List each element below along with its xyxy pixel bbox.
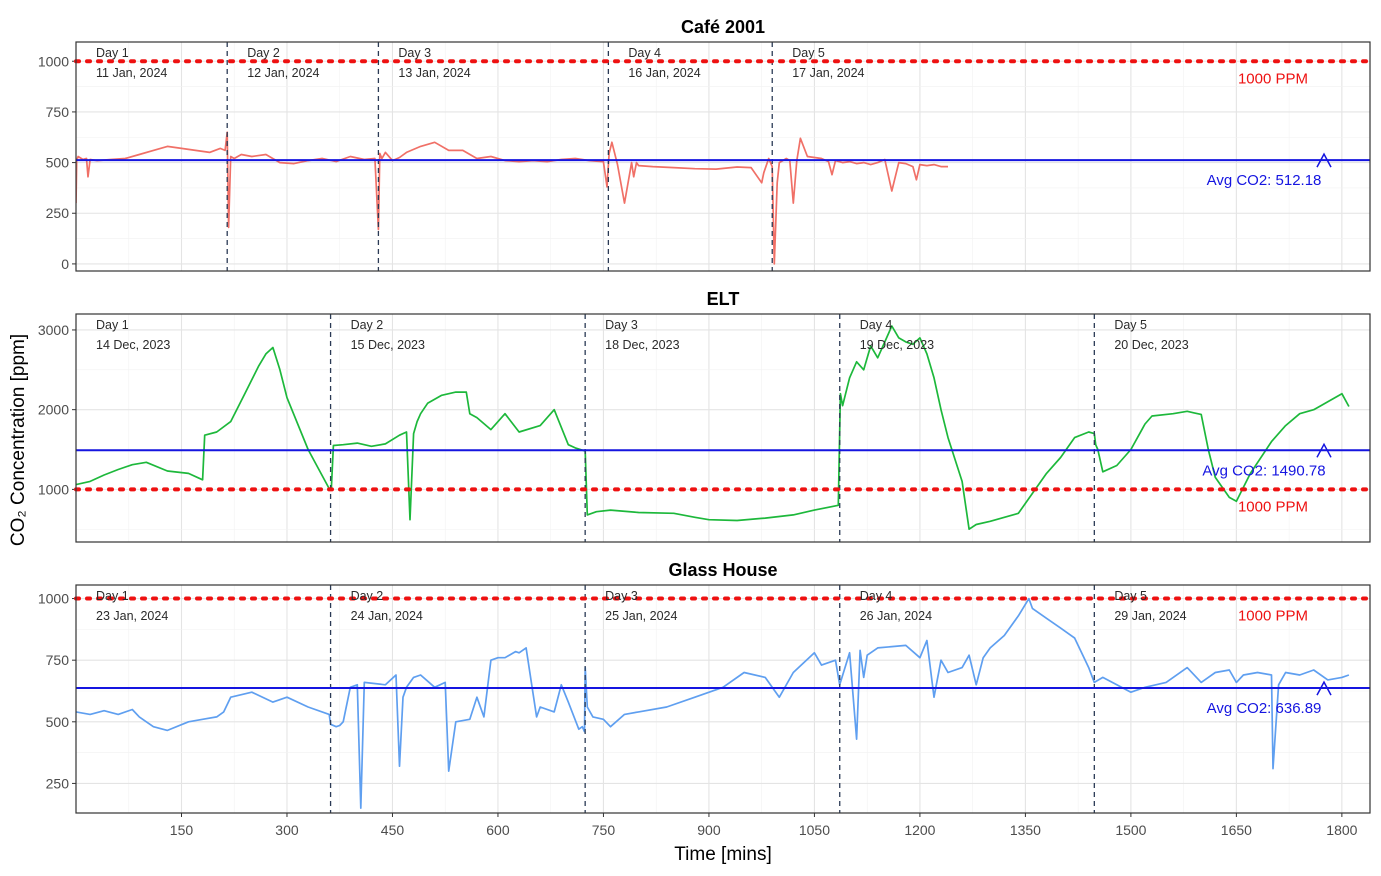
y-axis-label: CO₂ Concentration [ppm] — [8, 334, 29, 546]
day-date-label: 26 Jan, 2024 — [860, 609, 932, 623]
x-tick-label: 900 — [697, 822, 721, 838]
day-label: Day 5 — [1114, 318, 1147, 332]
x-tick-label: 1350 — [1010, 822, 1041, 838]
y-tick-label: 500 — [46, 155, 70, 171]
day-label: Day 5 — [1114, 589, 1147, 603]
y-tick-label: 750 — [46, 104, 70, 120]
x-tick-label: 450 — [381, 822, 405, 838]
y-tick-label: 500 — [46, 714, 70, 730]
x-tick-label: 150 — [170, 822, 194, 838]
day-label: Day 2 — [351, 589, 384, 603]
x-tick-label: 1650 — [1221, 822, 1252, 838]
average-arrow-icon — [1316, 442, 1332, 458]
x-tick-label: 600 — [486, 822, 510, 838]
y-tick-label: 3000 — [38, 322, 69, 338]
panel-border — [75, 584, 1371, 814]
threshold-label: 1000 PPM — [1238, 70, 1308, 87]
day-date-label: 16 Jan, 2024 — [628, 66, 700, 80]
panel-border — [75, 313, 1371, 543]
day-label: Day 3 — [605, 589, 638, 603]
panel-title: Café 2001 — [681, 17, 765, 37]
y-tick-label: 1000 — [38, 591, 69, 607]
day-label: Day 3 — [398, 46, 431, 60]
panel-glass-house: 250 500 750 1000 1000 PPM Avg CO2: 636.89 Day … — [38, 560, 1372, 814]
panel-cafe-2001: 0 250 500 750 1000 1000 PPM Avg CO2: 512.18 Day… — [38, 17, 1372, 272]
day-date-label: 11 Jan, 2024 — [96, 66, 167, 80]
y-tick-label: 1000 — [38, 53, 69, 69]
day-date-label: 13 Jan, 2024 — [398, 66, 470, 80]
day-label: Day 4 — [628, 46, 661, 60]
day-date-label: 29 Jan, 2024 — [1114, 609, 1186, 623]
average-label: Avg CO2: 512.18 — [1207, 172, 1322, 189]
y-tick-label: 0 — [61, 256, 69, 272]
average-label: Avg CO2: 1490.78 — [1202, 462, 1325, 479]
panel-background — [76, 314, 1370, 542]
x-tick-label: 1800 — [1326, 822, 1357, 838]
panel-title: ELT — [707, 289, 740, 309]
day-date-label: 17 Jan, 2024 — [792, 66, 864, 80]
day-label: Day 1 — [96, 589, 129, 603]
day-label: Day 4 — [860, 589, 893, 603]
day-label: Day 5 — [792, 46, 825, 60]
panels: 0 250 500 750 1000 1000 PPM Avg CO2: 512.18 Day… — [38, 17, 1372, 814]
day-label: Day 4 — [860, 318, 893, 332]
x-tick-label: 750 — [592, 822, 616, 838]
day-date-label: 20 Dec, 2023 — [1114, 338, 1188, 352]
day-label: Day 1 — [96, 318, 129, 332]
day-label: Day 1 — [96, 46, 129, 60]
panel-background — [76, 42, 1370, 271]
x-tick-label: 1050 — [799, 822, 830, 838]
y-tick-label: 1000 — [38, 481, 69, 497]
x-tick-label: 1200 — [904, 822, 935, 838]
x-tick-label: 300 — [275, 822, 299, 838]
day-date-label: 14 Dec, 2023 — [96, 338, 170, 352]
average-label: Avg CO2: 636.89 — [1207, 700, 1322, 717]
threshold-label: 1000 PPM — [1238, 608, 1308, 625]
day-date-label: 25 Jan, 2024 — [605, 609, 677, 623]
x-axis-label: Time [mins] — [674, 844, 771, 865]
day-date-label: 23 Jan, 2024 — [96, 609, 168, 623]
average-arrow-icon — [1316, 680, 1332, 696]
y-tick-label: 750 — [46, 652, 70, 668]
x-tick-label: 1500 — [1115, 822, 1146, 838]
day-date-label: 18 Dec, 2023 — [605, 338, 679, 352]
day-label: Day 2 — [351, 318, 384, 332]
y-tick-label: 2000 — [38, 402, 69, 418]
panel-title: Glass House — [668, 560, 777, 580]
gridlines — [76, 42, 1370, 271]
day-label: Day 3 — [605, 318, 638, 332]
x-axis-ticks: 150 300 450 600 750 900 1050 1200 1350 1500 1650 18… — [170, 813, 1358, 838]
panel-elt: 1000 2000 3000 1000 PPM Avg CO2: 1490.78 Day … — [38, 289, 1372, 543]
series-line-glass-house — [76, 597, 1350, 809]
day-date-label: 15 Dec, 2023 — [351, 338, 425, 352]
y-tick-label: 250 — [46, 775, 70, 791]
threshold-label: 1000 PPM — [1238, 498, 1308, 515]
y-tick-label: 250 — [46, 205, 70, 221]
day-label: Day 2 — [247, 46, 280, 60]
day-date-label: 24 Jan, 2024 — [351, 609, 423, 623]
day-date-label: 19 Dec, 2023 — [860, 338, 934, 352]
average-arrow-icon — [1316, 152, 1332, 168]
day-date-label: 12 Jan, 2024 — [247, 66, 319, 80]
panel-border — [75, 41, 1371, 272]
